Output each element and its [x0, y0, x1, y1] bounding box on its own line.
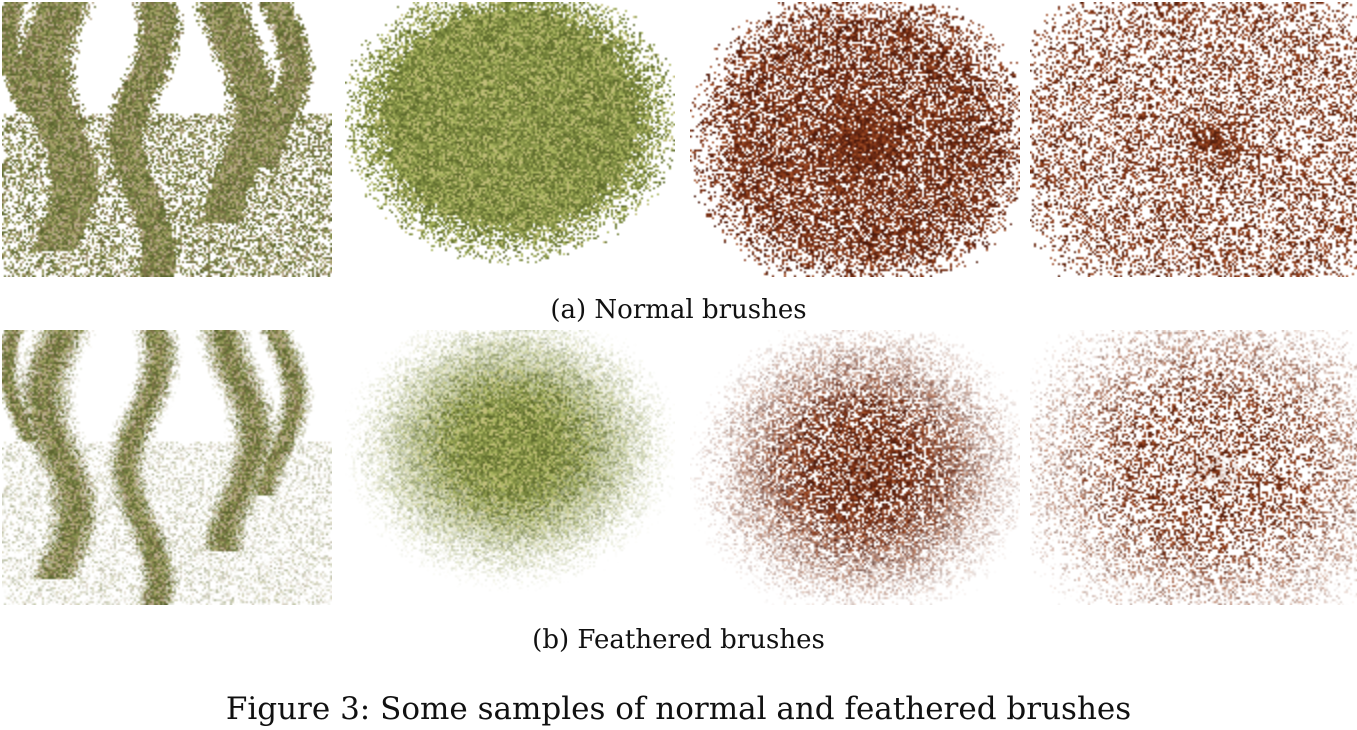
normal-brush-image-3	[690, 2, 1020, 277]
feathered-brush-image-4	[1030, 330, 1357, 605]
subfigure-b-caption: (b) Feathered brushes	[532, 625, 825, 655]
figure-caption: Figure 3: Some samples of normal and fea…	[225, 691, 1132, 727]
normal-brush-image-4	[1030, 2, 1357, 277]
normal-brush-image-1	[2, 2, 332, 277]
feathered-brush-image-2	[345, 330, 675, 605]
subfigure-a-caption: (a) Normal brushes	[550, 295, 807, 325]
feathered-brush-image-3	[690, 330, 1020, 605]
normal-brushes-row	[0, 2, 1357, 277]
feathered-brush-image-1	[2, 330, 332, 605]
feathered-brushes-row	[0, 330, 1357, 605]
normal-brush-image-2	[345, 2, 675, 277]
